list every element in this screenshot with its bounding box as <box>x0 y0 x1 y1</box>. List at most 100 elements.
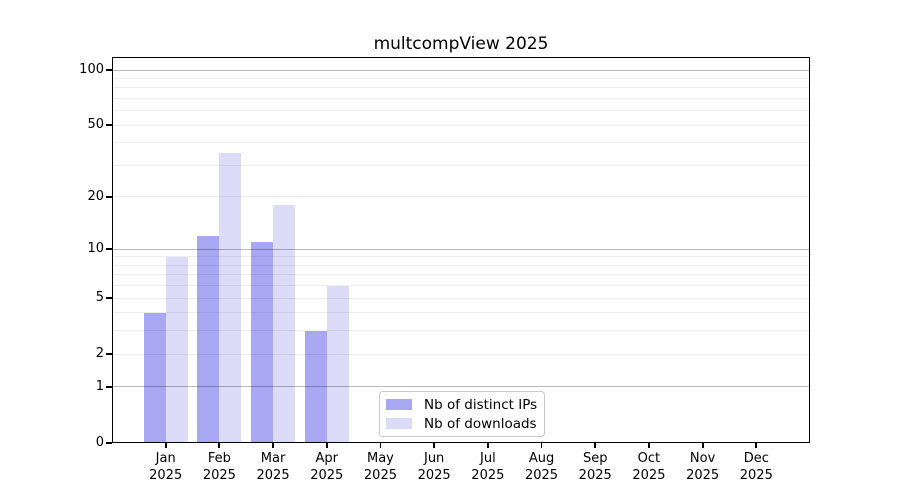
x-tick-year: 2025 <box>363 468 397 483</box>
bar-downloads-feb <box>219 153 242 443</box>
gridline-minor <box>112 142 810 144</box>
x-tick-month: Feb <box>207 451 231 466</box>
gridline-minor <box>112 274 810 276</box>
x-tick-month: Aug <box>528 451 555 466</box>
x-tick-label: Nov 2025 <box>676 450 730 484</box>
x-tick-label: Oct 2025 <box>622 450 676 484</box>
x-tick-month: Jun <box>423 451 445 466</box>
x-tick-year: 2025 <box>686 468 720 483</box>
x-tick-month: Jan <box>155 451 176 466</box>
gridline-minor <box>112 330 810 332</box>
x-tick-mark <box>272 443 274 448</box>
x-tick-label: Sep 2025 <box>568 450 622 484</box>
gridline-minor <box>112 256 810 258</box>
gridline-minor <box>112 164 810 166</box>
y-tick-label: 50 <box>87 117 104 133</box>
x-tick-month: May <box>367 451 394 466</box>
x-tick-mark <box>325 443 328 448</box>
x-tick-label: Jan 2025 <box>139 450 193 484</box>
gridline-minor <box>112 264 810 266</box>
gridline-minor <box>112 196 810 198</box>
legend-swatch-downloads <box>386 418 412 429</box>
y-tick-mark <box>106 386 112 388</box>
x-tick-year: 2025 <box>739 468 773 483</box>
x-tick-year: 2025 <box>417 468 451 483</box>
x-tick-label: Mar 2025 <box>246 450 300 484</box>
x-tick-label: Jul 2025 <box>461 450 515 484</box>
gridline-minor <box>112 110 810 112</box>
y-tick-mark <box>106 196 112 198</box>
x-tick-month: Nov <box>689 451 716 466</box>
y-tick-mark <box>106 124 112 127</box>
y-tick-mark <box>106 297 112 300</box>
y-tick-label: 0 <box>95 435 104 450</box>
x-tick-mark <box>755 443 758 448</box>
x-tick-label: May 2025 <box>353 450 407 484</box>
bar-downloads-apr <box>326 285 349 443</box>
legend: Nb of distinct IPs Nb of downloads <box>379 391 545 437</box>
x-tick-label: Dec 2025 <box>729 450 783 484</box>
y-tick-label: 20 <box>87 188 104 204</box>
x-tick-month: Sep <box>582 451 608 466</box>
x-tick-year: 2025 <box>202 468 236 483</box>
x-tick-mark <box>540 443 543 448</box>
y-tick-mark <box>106 248 112 251</box>
x-tick-month: Dec <box>743 451 769 466</box>
gridline-minor <box>112 87 810 89</box>
gridline-major <box>112 248 810 250</box>
y-tick-mark <box>106 442 112 444</box>
x-tick-month: Apr <box>315 451 339 466</box>
gridline-minor <box>112 124 810 126</box>
x-tick-month: Mar <box>260 451 286 466</box>
gridline-major <box>112 386 810 388</box>
x-tick-year: 2025 <box>256 468 290 483</box>
gridline-minor <box>112 353 810 355</box>
x-tick-label: Jun 2025 <box>407 450 461 484</box>
x-tick-mark <box>594 443 597 448</box>
y-tick-label: 100 <box>79 62 104 77</box>
y-tick-label: 1 <box>95 378 104 394</box>
y-tick-mark <box>106 69 112 71</box>
bar-downloads-jan <box>165 256 188 443</box>
gridline-minor <box>112 285 810 287</box>
gridline-minor <box>112 97 810 99</box>
x-tick-mark <box>218 443 221 448</box>
x-tick-mark <box>164 443 167 448</box>
y-tick-label: 2 <box>95 346 104 362</box>
gridline-minor <box>112 312 810 314</box>
x-tick-year: 2025 <box>149 468 183 483</box>
legend-item-distinct-ips: Nb of distinct IPs <box>386 397 544 413</box>
bar-ips-feb <box>197 235 220 443</box>
x-tick-label: Feb 2025 <box>192 450 246 484</box>
gridline-major <box>112 69 810 71</box>
x-tick-year: 2025 <box>310 468 344 483</box>
x-tick-year: 2025 <box>471 468 505 483</box>
x-tick-month: Oct <box>637 451 661 466</box>
x-tick-year: 2025 <box>632 468 666 483</box>
chart-title: multcompView 2025 <box>373 34 549 54</box>
legend-swatch-distinct-ips <box>386 399 412 410</box>
x-tick-label: Aug 2025 <box>515 450 569 484</box>
x-tick-mark <box>648 443 650 448</box>
bar-ips-jan <box>143 312 166 443</box>
x-tick-mark <box>379 443 382 448</box>
x-tick-mark <box>433 443 436 448</box>
legend-label-distinct-ips: Nb of distinct IPs <box>424 396 538 413</box>
y-tick-label: 10 <box>87 241 104 257</box>
x-tick-label: Apr 2025 <box>300 450 354 484</box>
bar-downloads-mar <box>273 205 296 443</box>
y-tick-label: 5 <box>95 290 104 306</box>
x-tick-mark <box>701 443 704 448</box>
legend-item-downloads: Nb of downloads <box>386 416 544 432</box>
x-tick-year: 2025 <box>524 468 559 483</box>
bar-ips-mar <box>251 242 274 443</box>
gridline-minor <box>112 77 810 79</box>
y-tick-mark <box>106 353 112 356</box>
bar-ips-apr <box>304 330 327 443</box>
x-tick-month: Jul <box>480 451 496 466</box>
gridline-minor <box>112 297 810 299</box>
x-tick-mark <box>486 443 489 448</box>
x-tick-year: 2025 <box>578 468 612 483</box>
legend-label-downloads: Nb of downloads <box>424 415 537 432</box>
